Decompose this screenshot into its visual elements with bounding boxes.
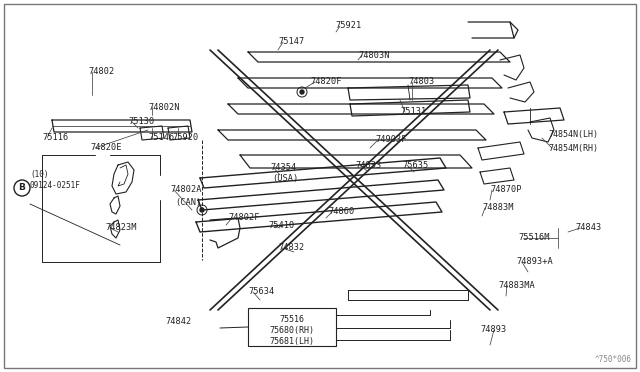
- Text: (10): (10): [30, 170, 49, 180]
- Text: 75130: 75130: [128, 118, 154, 126]
- Text: 75921: 75921: [335, 20, 361, 29]
- Text: 74802N: 74802N: [148, 103, 179, 112]
- Text: 75516: 75516: [280, 315, 305, 324]
- Text: 74802A: 74802A: [170, 186, 202, 195]
- Text: 75681(LH): 75681(LH): [269, 337, 314, 346]
- Text: 74803: 74803: [408, 77, 435, 87]
- Text: 75920: 75920: [172, 134, 198, 142]
- Text: 75680(RH): 75680(RH): [269, 326, 314, 335]
- Bar: [248, 308, 336, 346]
- Text: 74883MA: 74883MA: [498, 280, 535, 289]
- Text: 74802: 74802: [88, 67, 115, 77]
- Text: B: B: [19, 183, 26, 192]
- Text: 75147: 75147: [278, 38, 304, 46]
- Circle shape: [200, 208, 204, 212]
- Text: 74893+A: 74893+A: [516, 257, 553, 266]
- Text: 74832: 74832: [278, 244, 304, 253]
- Text: 74893: 74893: [480, 326, 506, 334]
- Text: (USA): (USA): [272, 174, 298, 183]
- Text: 74802F: 74802F: [228, 214, 259, 222]
- Text: 74870P: 74870P: [490, 186, 522, 195]
- Circle shape: [300, 90, 304, 94]
- Text: 74854N(LH): 74854N(LH): [548, 131, 598, 140]
- Text: 74860: 74860: [328, 208, 355, 217]
- Text: 74803N: 74803N: [358, 51, 390, 60]
- Text: 74820E: 74820E: [90, 144, 122, 153]
- Text: 74823M: 74823M: [105, 224, 136, 232]
- Text: 74883M: 74883M: [482, 203, 513, 212]
- Text: 74833: 74833: [355, 160, 381, 170]
- Text: 74903F: 74903F: [375, 135, 406, 144]
- Text: 74820F: 74820F: [310, 77, 342, 87]
- Text: 74354: 74354: [270, 164, 296, 173]
- Text: 75131: 75131: [400, 108, 426, 116]
- Text: 74843: 74843: [575, 224, 601, 232]
- Text: 75146: 75146: [148, 134, 174, 142]
- Text: 75635: 75635: [402, 160, 428, 170]
- Text: 75634: 75634: [248, 288, 275, 296]
- Text: (CAN): (CAN): [175, 198, 201, 206]
- Text: 75410: 75410: [268, 221, 294, 230]
- Text: 09124-0251F: 09124-0251F: [30, 182, 81, 190]
- Text: ^750*006: ^750*006: [595, 355, 632, 364]
- Text: 74842: 74842: [166, 317, 192, 327]
- Text: 74854M(RH): 74854M(RH): [548, 144, 598, 153]
- Text: 75116: 75116: [42, 134, 68, 142]
- Text: 75516M: 75516M: [518, 234, 550, 243]
